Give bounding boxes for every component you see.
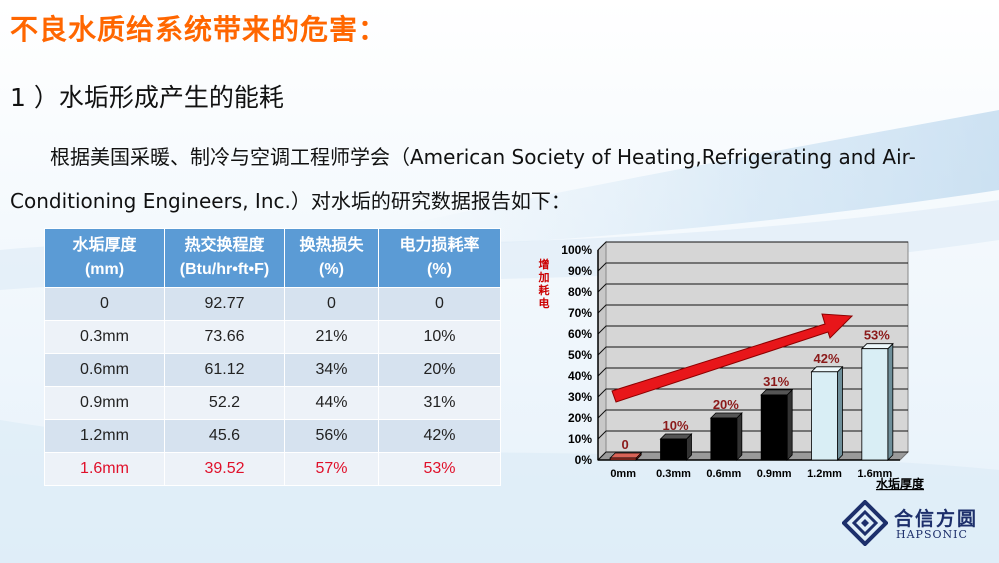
header-scale-thickness: 水垢厚度 (mm) (44, 228, 165, 288)
table-cell: 1.2mm (44, 419, 165, 453)
table-cell: 20% (378, 353, 501, 387)
x-tick-label: 0.6mm (706, 468, 741, 480)
bar-top (709, 412, 743, 419)
y-tick-label: 90% (568, 264, 592, 278)
bar-top (860, 343, 894, 350)
bar-side (837, 365, 843, 461)
bar (660, 438, 687, 461)
table-cell: 0.6mm (44, 353, 165, 387)
y-tick-label: 10% (568, 432, 592, 446)
intro-paragraph: 根据美国采暖、制冷与空调工程师学会（American Society of He… (10, 145, 916, 213)
table-cell: 61.12 (164, 353, 285, 387)
header-power-loss: 电力损耗率 (%) (378, 228, 501, 288)
x-axis-title: 水垢厚度 (876, 476, 925, 491)
table-cell: 53% (378, 452, 501, 486)
logo-cn-text: 合信方圆 (894, 508, 979, 530)
header-heat-loss: 换热损失 (%) (284, 228, 379, 288)
logo-mark-icon (841, 499, 889, 547)
y-tick-label: 50% (568, 348, 592, 362)
chart-gridline (597, 262, 908, 272)
company-logo: 合信方圆 HAPSONIC (841, 499, 982, 550)
chart-gridline (597, 283, 908, 293)
bar (760, 394, 788, 461)
table-cell: 57% (284, 452, 379, 486)
table-cell: 0.3mm (44, 320, 165, 354)
header-heat-exchange: 热交换程度 (Btu/hr•ft•F) (164, 228, 285, 288)
table-row: 0 92.77 0 0 (44, 287, 501, 321)
table-cell: 56% (284, 419, 379, 453)
trend-arrow (611, 313, 854, 403)
y-tick-label: 80% (568, 285, 592, 299)
table-cell: 10% (378, 320, 501, 354)
x-tick-label: 1.2mm (807, 468, 842, 480)
chart-gridline (597, 304, 908, 314)
table-cell: 1.6mm (44, 452, 165, 486)
table-cell: 44% (284, 386, 379, 420)
bar-side (887, 342, 894, 461)
table-cell: 45.6 (164, 419, 285, 453)
chart-gridline (597, 367, 908, 377)
bar-value-label: 0 (622, 437, 629, 452)
table-row: 0.6mm 61.12 34% 20% (44, 353, 501, 387)
table-row: 0.9mm 52.2 44% 31% (44, 386, 501, 420)
table-cell: 92.77 (164, 287, 285, 321)
bar (609, 457, 637, 461)
x-tick-label: 1.6mm (857, 468, 892, 480)
bar-side (786, 388, 793, 461)
bar-top (760, 389, 794, 396)
table-cell: 34% (284, 353, 379, 387)
table-cell: 0 (44, 287, 165, 321)
table-row: 0.3mm 73.66 21% 10% (44, 320, 501, 354)
y-tick-label: 40% (568, 369, 592, 383)
table-cell: 31% (378, 386, 501, 420)
y-tick-label: 20% (568, 411, 592, 425)
chart-gridline (597, 451, 908, 461)
bar-value-label: 42% (813, 351, 839, 366)
bar-top (810, 366, 844, 373)
chart-gridline (597, 388, 908, 398)
x-tick-label: 0.9mm (757, 468, 792, 480)
table-cell: 0 (378, 287, 501, 321)
section-subtitle: 1 ）水垢形成产生的能耗 (10, 83, 284, 112)
table-header-row: 水垢厚度 (mm) 热交换程度 (Btu/hr•ft•F) 换热损失 (%) 电力损耗… (44, 228, 501, 288)
bar-value-label: 10% (662, 418, 688, 433)
x-tick-label: 0mm (610, 468, 636, 480)
table-cell: 42% (378, 419, 501, 453)
y-tick-label: 70% (568, 306, 592, 320)
bar-top (659, 433, 693, 440)
bar (811, 371, 838, 461)
chart-gridline (597, 346, 908, 356)
slide-title: 不良水质给系统带来的危害： (10, 13, 388, 46)
power-consumption-bar-chart: 0% 10% 20% 30% 40% 50% 60% 70% 80% 90% 100% 0 0mm 10%… (538, 240, 925, 491)
bar-top (609, 452, 643, 459)
chart-gridline (597, 430, 908, 440)
table-cell: 39.52 (164, 452, 285, 486)
chart-gridline (597, 409, 908, 419)
table-cell: 0 (284, 287, 379, 321)
bar (861, 348, 889, 461)
y-tick-label: 30% (568, 390, 592, 404)
bar (710, 417, 738, 461)
bar-value-label: 20% (713, 397, 739, 412)
table-cell: 0.9mm (44, 386, 165, 420)
table-cell: 52.2 (164, 386, 285, 420)
y-tick-label: 60% (568, 327, 592, 341)
chart-gridline (597, 325, 908, 335)
scale-data-table: 水垢厚度 (mm) 热交换程度 (Btu/hr•ft•F) 换热损失 (%) 电力损耗… (44, 228, 501, 486)
table-cell: 73.66 (164, 320, 285, 354)
y-axis-title: 增加耗电 (538, 257, 550, 310)
y-tick-label: 100% (561, 243, 592, 257)
bar-side (736, 412, 743, 461)
x-tick-label: 0.3mm (656, 468, 691, 480)
bar-value-label: 31% (763, 374, 789, 389)
bar-value-label: 53% (864, 328, 890, 343)
table-cell: 21% (284, 320, 379, 354)
chart-gridline (597, 241, 908, 251)
table-row-highlight: 1.6mm 39.52 57% 53% (44, 452, 501, 486)
logo-en-text: HAPSONIC (896, 528, 968, 541)
table-row: 1.2mm 45.6 56% 42% (44, 419, 501, 453)
y-tick-label: 0% (575, 453, 593, 467)
